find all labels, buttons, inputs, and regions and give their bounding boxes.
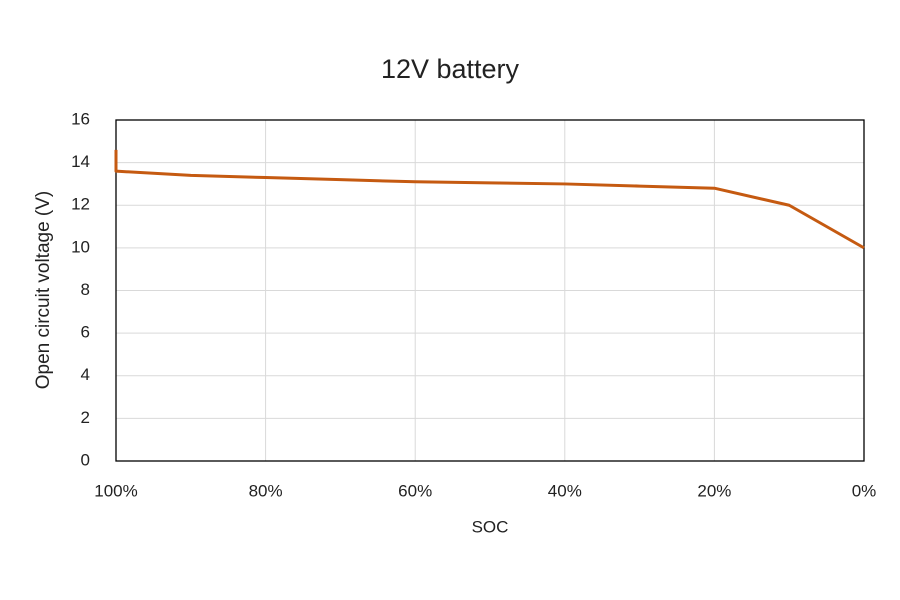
x-tick-label: 80% xyxy=(249,481,283,500)
x-tick-label: 60% xyxy=(398,481,432,500)
y-tick-label: 6 xyxy=(81,323,90,342)
chart-title: 12V battery xyxy=(381,54,520,84)
x-axis-label: SOC xyxy=(472,517,509,536)
y-tick-label: 4 xyxy=(81,365,90,384)
data-line xyxy=(114,149,865,250)
y-tick-label: 14 xyxy=(71,152,90,171)
y-tick-label: 10 xyxy=(71,237,90,256)
plot-border xyxy=(115,119,865,462)
y-tick-label: 2 xyxy=(81,408,90,427)
x-tick-label: 100% xyxy=(94,481,137,500)
x-tick-label: 0% xyxy=(852,481,877,500)
y-tick-label: 0 xyxy=(81,450,90,469)
y-tick-label: 12 xyxy=(71,195,90,214)
x-tick-label: 40% xyxy=(548,481,582,500)
y-tick-label: 8 xyxy=(81,280,90,299)
y-tick-label: 16 xyxy=(71,109,90,128)
y-axis-label: Open circuit voltage (V) xyxy=(33,191,54,390)
x-tick-label: 20% xyxy=(697,481,731,500)
